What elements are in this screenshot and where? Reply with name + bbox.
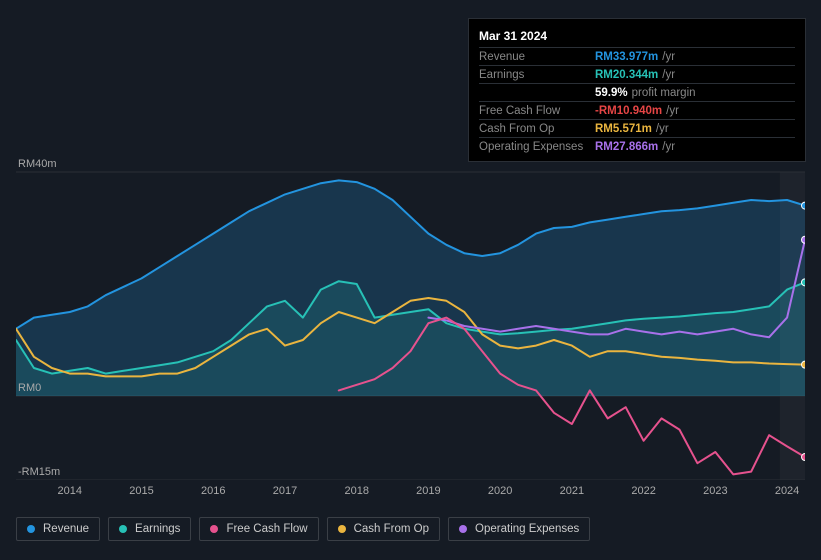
x-axis-labels: 2014 2015 2016 2017 2018 2019 2020 2021 2022 2023…	[16, 485, 805, 505]
x-axis-label: 2020	[488, 485, 512, 497]
tooltip-value: RM5.571m	[595, 123, 652, 135]
x-axis-label: 2015	[129, 485, 153, 497]
tooltip-suffix: /yr	[666, 105, 679, 117]
tooltip-suffix: /yr	[662, 141, 675, 153]
legend-dot-icon	[27, 525, 35, 533]
tooltip-value: RM27.866m	[595, 141, 658, 153]
x-axis-label: 2014	[58, 485, 82, 497]
x-axis-label: 2017	[273, 485, 297, 497]
legend-label: Revenue	[43, 523, 89, 535]
chart-tooltip: Mar 31 2024 RevenueRM33.977m/yrEarningsR…	[468, 18, 806, 162]
x-axis-label: 2016	[201, 485, 225, 497]
x-axis-label: 2021	[560, 485, 584, 497]
legend-dot-icon	[119, 525, 127, 533]
legend-item[interactable]: Revenue	[16, 517, 100, 541]
tooltip-value: -RM10.940m	[595, 105, 662, 117]
tooltip-label: Operating Expenses	[479, 141, 595, 153]
tooltip-date: Mar 31 2024	[479, 25, 795, 47]
legend-dot-icon	[459, 525, 467, 533]
legend-label: Free Cash Flow	[226, 523, 307, 535]
legend-item[interactable]: Earnings	[108, 517, 191, 541]
legend-label: Operating Expenses	[475, 523, 579, 535]
x-axis-label: 2018	[344, 485, 368, 497]
y-axis-label: -RM15m	[18, 466, 60, 478]
tooltip-suffix: profit margin	[632, 87, 696, 99]
tooltip-row: Cash From OpRM5.571m/yr	[479, 119, 795, 137]
x-axis-label: 2024	[775, 485, 799, 497]
y-axis-label: RM40m	[18, 158, 57, 170]
x-axis-label: 2023	[703, 485, 727, 497]
legend-label: Earnings	[135, 523, 180, 535]
tooltip-row: EarningsRM20.344m/yr	[479, 65, 795, 83]
financial-chart[interactable]: RM40m RM0 -RM15m	[16, 160, 805, 480]
tooltip-suffix: /yr	[656, 123, 669, 135]
tooltip-label: Earnings	[479, 69, 595, 81]
tooltip-value: 59.9%	[595, 87, 628, 99]
tooltip-label: Free Cash Flow	[479, 105, 595, 117]
tooltip-label: Revenue	[479, 51, 595, 63]
tooltip-suffix: /yr	[662, 51, 675, 63]
tooltip-row: 59.9% profit margin	[479, 83, 795, 101]
legend-dot-icon	[210, 525, 218, 533]
x-axis-label: 2022	[631, 485, 655, 497]
legend-item[interactable]: Free Cash Flow	[199, 517, 318, 541]
tooltip-value: RM20.344m	[595, 69, 658, 81]
legend-item[interactable]: Cash From Op	[327, 517, 440, 541]
chart-legend: Revenue Earnings Free Cash Flow Cash From O…	[16, 517, 590, 541]
tooltip-row: Free Cash Flow-RM10.940m/yr	[479, 101, 795, 119]
legend-dot-icon	[338, 525, 346, 533]
tooltip-row: RevenueRM33.977m/yr	[479, 47, 795, 65]
tooltip-value: RM33.977m	[595, 51, 658, 63]
y-axis-label: RM0	[18, 382, 41, 394]
legend-item[interactable]: Operating Expenses	[448, 517, 590, 541]
tooltip-suffix: /yr	[662, 69, 675, 81]
tooltip-label: Cash From Op	[479, 123, 595, 135]
tooltip-row: Operating ExpensesRM27.866m/yr	[479, 137, 795, 155]
x-axis-label: 2019	[416, 485, 440, 497]
legend-label: Cash From Op	[354, 523, 429, 535]
